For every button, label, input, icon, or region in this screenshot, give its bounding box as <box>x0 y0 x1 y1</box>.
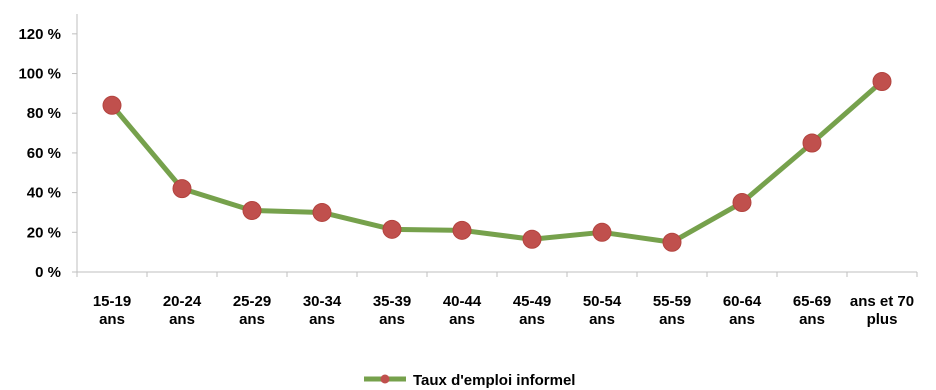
data-point <box>592 222 612 242</box>
y-tick-label: 120 % <box>18 26 61 43</box>
series-layer <box>102 71 892 252</box>
x-tick-label: 30-34 ans <box>303 293 342 328</box>
x-tick-label: 65-69 ans <box>793 293 831 328</box>
series-line <box>109 78 885 245</box>
data-point <box>102 95 122 115</box>
x-tick-label: 25-29 ans <box>233 293 271 328</box>
y-tick-label: 20 % <box>27 224 61 241</box>
x-tick-label: 60-64 ans <box>723 293 762 328</box>
data-point <box>382 219 402 239</box>
x-tick-label: 55-59 ans <box>653 293 691 328</box>
data-point <box>802 133 822 153</box>
x-tick-label: 50-54 ans <box>583 293 622 328</box>
data-point <box>522 229 542 249</box>
x-tick-label: 40-44 ans <box>443 293 482 328</box>
y-tick-label: 0 % <box>35 264 61 281</box>
x-tick-label: 35-39 ans <box>373 293 411 328</box>
data-point <box>872 71 892 91</box>
data-point <box>172 179 192 199</box>
legend-label: Taux d'emploi informel <box>413 372 575 389</box>
data-point <box>452 220 472 240</box>
x-tick-label: 20-24 ans <box>163 293 202 328</box>
legend: Taux d'emploi informel <box>364 372 575 389</box>
x-axis-ticks: 15-19 ans 20-24 ans 25-29 ans 30-34 ans 35-39 ans… <box>76 272 918 328</box>
x-tick-label: 15-19 ans <box>93 293 131 328</box>
y-tick-label: 100 % <box>18 66 61 83</box>
data-point <box>312 202 332 222</box>
y-tick-label: 40 % <box>27 185 61 202</box>
data-point <box>662 232 682 252</box>
x-tick-label: ans et 70 plus <box>850 293 914 328</box>
y-tick-label: 80 % <box>27 105 61 122</box>
x-tick-label: 45-49 ans <box>513 293 551 328</box>
y-axis-ticks: 0 % 20 % 40 % 60 % 80 % 100 % 120 % <box>18 26 77 281</box>
data-point <box>732 193 752 213</box>
y-tick-label: 60 % <box>27 145 61 162</box>
legend-marker-swatch <box>380 374 390 384</box>
data-point <box>242 200 262 220</box>
